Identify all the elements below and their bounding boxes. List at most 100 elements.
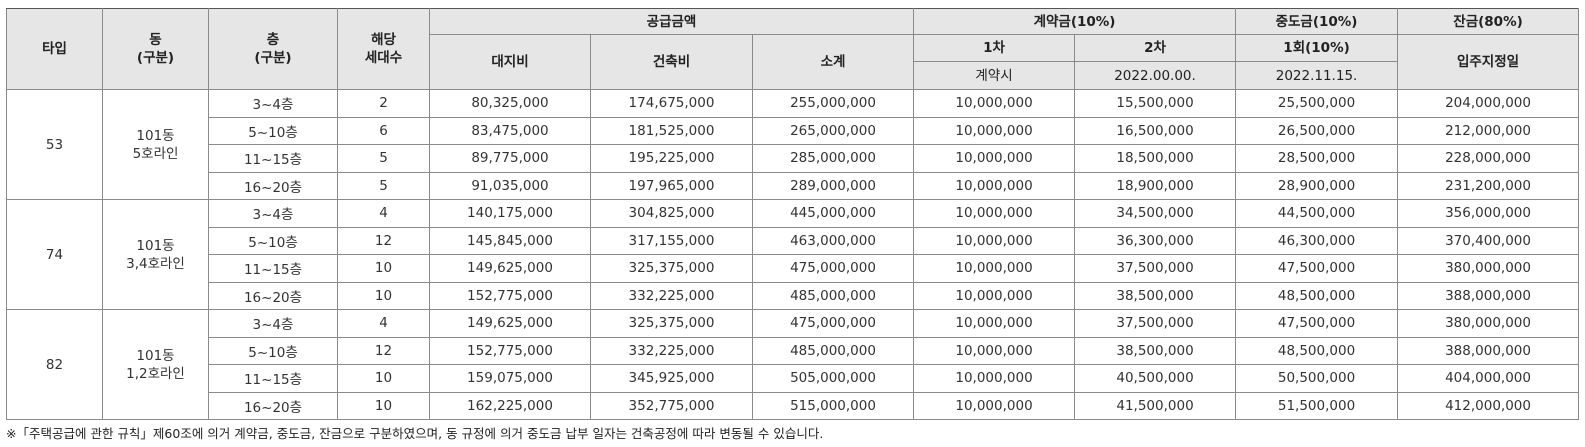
header-middle-1: 1회(10%) xyxy=(1235,34,1399,62)
units-cell: 5 xyxy=(337,144,430,173)
balance-cell: 228,000,000 xyxy=(1397,144,1580,173)
building-price-cell: 197,965,000 xyxy=(590,171,753,200)
type-cell: 82 xyxy=(6,309,103,420)
header-units: 해당 세대수 xyxy=(337,8,430,90)
header-middle-1-when: 2022.11.15. xyxy=(1235,61,1399,90)
dong-cell: 101동 3,4호라인 xyxy=(102,199,209,310)
middle-payment-cell: 28,500,000 xyxy=(1235,144,1399,173)
header-contract-1: 1차 xyxy=(913,34,1076,62)
table-row: 11~15층 10 149,625,000 325,375,000 475,000,00… xyxy=(7,254,1580,283)
header-balance: 잔금(80%) xyxy=(1397,8,1580,35)
header-balance-when: 입주지정일 xyxy=(1397,34,1580,90)
subtotal-cell: 515,000,000 xyxy=(751,391,915,420)
floor-cell: 5~10층 xyxy=(208,116,338,145)
building-price-cell: 304,825,000 xyxy=(590,199,753,228)
units-cell: 10 xyxy=(337,364,430,393)
middle-payment-cell: 47,500,000 xyxy=(1235,309,1399,338)
units-cell: 5 xyxy=(337,171,430,200)
subtotal-cell: 255,000,000 xyxy=(751,89,915,118)
header-type-label: 타입 xyxy=(42,41,67,57)
balance-cell: 388,000,000 xyxy=(1397,281,1580,310)
middle-payment-cell: 25,500,000 xyxy=(1235,89,1399,118)
balance-cell: 388,000,000 xyxy=(1397,336,1580,365)
table-body: 53 101동 5호라인 3~4층 2 80,325,000 174,675,000 255,… xyxy=(6,89,1580,420)
building-price-cell: 195,225,000 xyxy=(590,144,753,173)
header-dong-sub-label: (구분) xyxy=(136,50,175,66)
table-row: 74 101동 3,4호라인 3~4층 4 140,175,000 304,825,000 4… xyxy=(6,199,1580,310)
contract-2-cell: 34,500,000 xyxy=(1074,199,1237,228)
table-row: 5~10층 12 145,845,000 317,155,000 463,000,000… xyxy=(7,226,1580,255)
land-price-cell: 89,775,000 xyxy=(429,144,591,173)
header-subtotal: 소계 xyxy=(751,34,915,90)
line-label: 3,4호라인 xyxy=(126,255,185,272)
table-row: 16~20층 10 162,225,000 352,775,000 515,000,00… xyxy=(7,391,1580,420)
contract-2-cell: 37,500,000 xyxy=(1074,254,1237,283)
units-cell: 10 xyxy=(337,281,430,310)
subtotal-cell: 475,000,000 xyxy=(751,254,915,283)
units-cell: 12 xyxy=(337,226,430,255)
floor-cell: 11~15층 xyxy=(208,144,338,173)
contract-1-cell: 10,000,000 xyxy=(913,226,1076,255)
contract-2-cell: 41,500,000 xyxy=(1074,391,1237,420)
floor-cell: 11~15층 xyxy=(208,364,338,393)
supply-price-table: 타입 동 (구분) 층 (구분) 해당 세대수 공급금액 계약금(10%) 중도금(1… xyxy=(6,8,1580,420)
header-contract: 계약금(10%) xyxy=(913,8,1237,35)
balance-cell: 356,000,000 xyxy=(1397,199,1580,228)
contract-2-cell: 18,900,000 xyxy=(1074,171,1237,200)
subtotal-cell: 485,000,000 xyxy=(751,336,915,365)
balance-cell: 404,000,000 xyxy=(1397,364,1580,393)
land-price-cell: 159,075,000 xyxy=(429,364,591,393)
floor-cell: 3~4층 xyxy=(208,199,338,228)
contract-1-cell: 10,000,000 xyxy=(913,199,1076,228)
floor-cell: 16~20층 xyxy=(208,171,338,200)
land-price-cell: 91,035,000 xyxy=(429,171,591,200)
building-price-cell: 352,775,000 xyxy=(590,391,753,420)
floor-cell: 16~20층 xyxy=(208,391,338,420)
contract-1-cell: 10,000,000 xyxy=(913,144,1076,173)
contract-1-cell: 10,000,000 xyxy=(913,89,1076,118)
contract-2-cell: 38,500,000 xyxy=(1074,336,1237,365)
type-cell: 74 xyxy=(6,199,103,310)
building-price-cell: 325,375,000 xyxy=(590,309,753,338)
balance-cell: 231,200,000 xyxy=(1397,171,1580,200)
units-cell: 10 xyxy=(337,254,430,283)
land-price-cell: 149,625,000 xyxy=(429,254,591,283)
balance-cell: 204,000,000 xyxy=(1397,89,1580,118)
floor-cell: 5~10층 xyxy=(208,226,338,255)
header-supply: 공급금액 xyxy=(428,8,915,35)
land-price-cell: 80,325,000 xyxy=(429,89,591,118)
dong-label: 101동 xyxy=(136,127,175,144)
balance-cell: 412,000,000 xyxy=(1397,391,1580,420)
contract-1-cell: 10,000,000 xyxy=(913,116,1076,145)
balance-cell: 380,000,000 xyxy=(1397,254,1580,283)
header-floor-sub-label: (구분) xyxy=(254,50,292,66)
header-contract-1-when: 계약시 xyxy=(913,61,1076,90)
contract-2-cell: 38,500,000 xyxy=(1074,281,1237,310)
building-price-cell: 317,155,000 xyxy=(590,226,753,255)
land-price-cell: 83,475,000 xyxy=(429,116,591,145)
middle-payment-cell: 47,500,000 xyxy=(1235,254,1399,283)
dong-label: 101동 xyxy=(136,347,175,364)
header-building: 건축비 xyxy=(590,34,753,90)
land-price-cell: 152,775,000 xyxy=(429,281,591,310)
table-row: 5~10층 12 152,775,000 332,225,000 485,000,000… xyxy=(7,336,1580,365)
header-middle: 중도금(10%) xyxy=(1235,8,1399,35)
header-contract-2: 2차 xyxy=(1074,34,1237,62)
floor-cell: 3~4층 xyxy=(208,309,338,338)
building-price-cell: 345,925,000 xyxy=(590,364,753,393)
header-dong-label: 동 xyxy=(149,32,162,48)
dong-cell: 101동 5호라인 xyxy=(102,89,209,200)
subtotal-cell: 475,000,000 xyxy=(751,309,915,338)
table-row: 53 101동 5호라인 3~4층 2 80,325,000 174,675,000 255,… xyxy=(6,89,1580,200)
subtotal-cell: 485,000,000 xyxy=(751,281,915,310)
units-cell: 10 xyxy=(337,391,430,420)
contract-1-cell: 10,000,000 xyxy=(913,364,1076,393)
contract-2-cell: 37,500,000 xyxy=(1074,309,1237,338)
land-price-cell: 145,845,000 xyxy=(429,226,591,255)
units-cell: 6 xyxy=(337,116,430,145)
price-table-container: 타입 동 (구분) 층 (구분) 해당 세대수 공급금액 계약금(10%) 중도금(1… xyxy=(6,8,1580,420)
building-price-cell: 332,225,000 xyxy=(590,281,753,310)
building-price-cell: 332,225,000 xyxy=(590,336,753,365)
contract-1-cell: 10,000,000 xyxy=(913,309,1076,338)
contract-1-cell: 10,000,000 xyxy=(913,171,1076,200)
